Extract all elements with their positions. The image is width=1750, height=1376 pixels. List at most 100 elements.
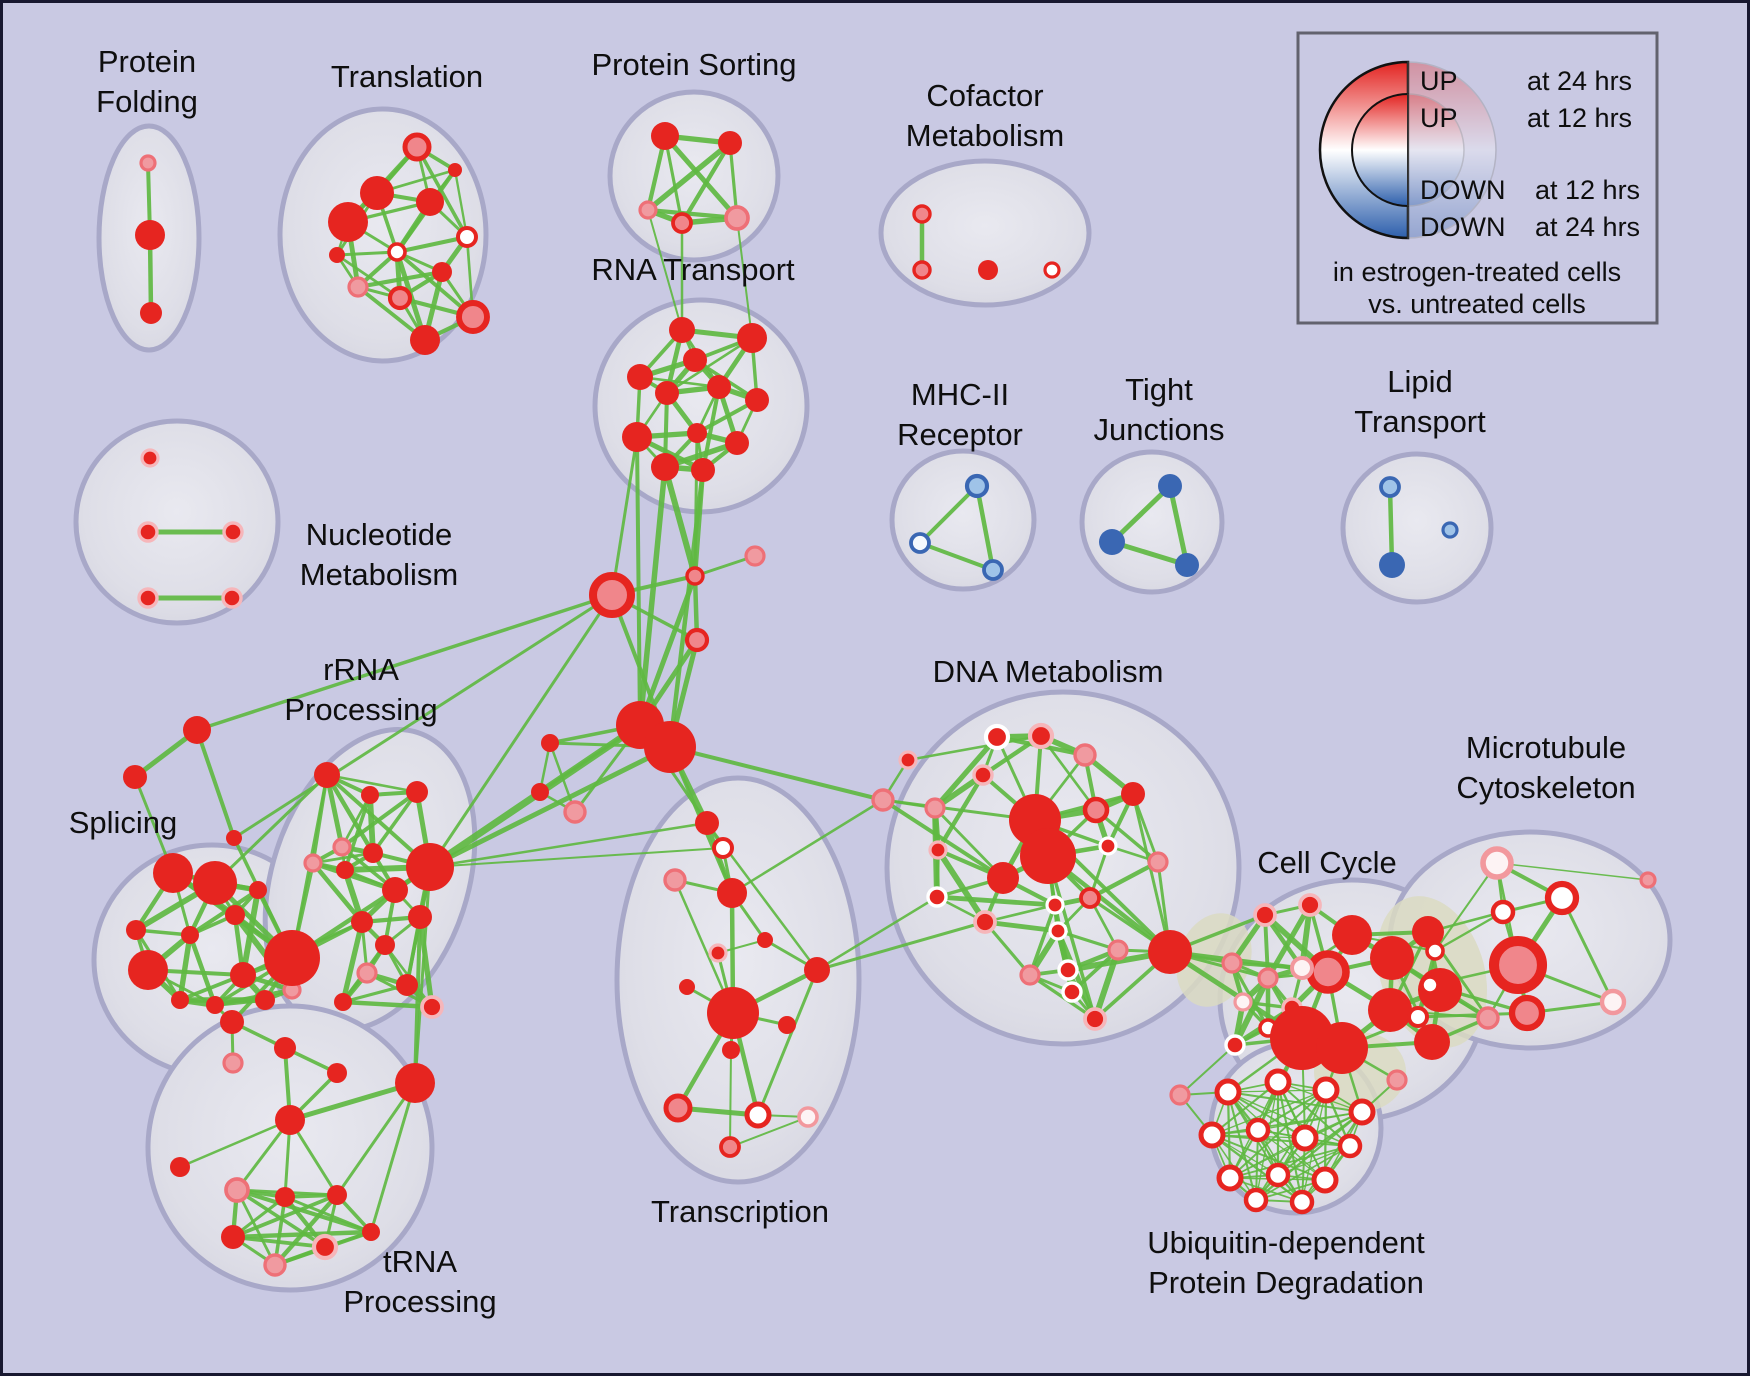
network-node[interactable]: [644, 721, 696, 773]
network-node[interactable]: [1098, 836, 1118, 856]
network-node[interactable]: [912, 204, 932, 224]
network-node[interactable]: [420, 995, 444, 1019]
network-node[interactable]: [964, 473, 990, 499]
network-node[interactable]: [1245, 1117, 1271, 1143]
network-node[interactable]: [139, 154, 157, 172]
network-node[interactable]: [137, 521, 159, 543]
network-node[interactable]: [1224, 1034, 1246, 1056]
network-node[interactable]: [1048, 921, 1068, 941]
network-node[interactable]: [717, 878, 747, 908]
network-node[interactable]: [1414, 1024, 1450, 1060]
network-node[interactable]: [928, 840, 948, 860]
network-node[interactable]: [332, 837, 352, 857]
network-node[interactable]: [683, 348, 707, 372]
network-node[interactable]: [973, 910, 997, 934]
network-node[interactable]: [1198, 1121, 1226, 1149]
network-node[interactable]: [128, 950, 168, 990]
network-node[interactable]: [912, 260, 932, 280]
network-node[interactable]: [336, 861, 354, 879]
network-node[interactable]: [982, 559, 1004, 581]
network-node[interactable]: [1379, 552, 1405, 578]
network-node[interactable]: [135, 220, 165, 250]
network-node[interactable]: [1083, 1007, 1107, 1031]
network-node[interactable]: [671, 212, 693, 234]
network-node[interactable]: [222, 1052, 244, 1074]
network-node[interactable]: [663, 868, 687, 892]
network-node[interactable]: [1079, 887, 1101, 909]
network-node[interactable]: [382, 877, 408, 903]
network-node[interactable]: [1233, 992, 1253, 1012]
network-node[interactable]: [725, 431, 749, 455]
network-node[interactable]: [448, 163, 462, 177]
network-node[interactable]: [255, 990, 275, 1010]
network-node[interactable]: [1019, 964, 1041, 986]
network-node[interactable]: [362, 1223, 380, 1241]
network-node[interactable]: [123, 765, 147, 789]
network-node[interactable]: [327, 1185, 347, 1205]
network-node[interactable]: [924, 797, 946, 819]
network-node[interactable]: [691, 458, 715, 482]
network-node[interactable]: [719, 1136, 741, 1158]
network-node[interactable]: [249, 881, 267, 899]
network-node[interactable]: [328, 202, 368, 242]
network-node[interactable]: [363, 843, 383, 863]
network-node[interactable]: [1425, 941, 1445, 961]
network-node[interactable]: [314, 762, 340, 788]
network-node[interactable]: [1257, 967, 1279, 989]
network-node[interactable]: [140, 302, 162, 324]
network-node[interactable]: [1027, 722, 1055, 750]
network-node[interactable]: [1508, 994, 1546, 1032]
network-node[interactable]: [898, 750, 918, 770]
network-node[interactable]: [1337, 1133, 1363, 1159]
network-node[interactable]: [1175, 553, 1199, 577]
network-node[interactable]: [669, 317, 695, 343]
network-node[interactable]: [408, 905, 432, 929]
network-node[interactable]: [206, 996, 224, 1014]
network-node[interactable]: [679, 979, 695, 995]
network-node[interactable]: [685, 566, 705, 586]
network-node[interactable]: [1298, 893, 1322, 917]
network-node[interactable]: [737, 323, 767, 353]
network-node[interactable]: [193, 861, 237, 905]
network-node[interactable]: [327, 1063, 347, 1083]
network-node[interactable]: [1412, 916, 1444, 948]
network-node[interactable]: [684, 627, 710, 653]
network-node[interactable]: [712, 837, 734, 859]
network-node[interactable]: [1490, 899, 1516, 925]
network-node[interactable]: [181, 926, 199, 944]
network-node[interactable]: [230, 962, 256, 988]
network-node[interactable]: [1291, 1124, 1319, 1152]
network-node[interactable]: [638, 200, 658, 220]
network-node[interactable]: [395, 1063, 435, 1103]
network-node[interactable]: [983, 723, 1011, 751]
network-node[interactable]: [1121, 782, 1145, 806]
network-node[interactable]: [1290, 956, 1314, 980]
network-node[interactable]: [351, 911, 373, 933]
network-node[interactable]: [1441, 521, 1459, 539]
network-node[interactable]: [687, 423, 707, 443]
network-node[interactable]: [1158, 474, 1182, 498]
network-node[interactable]: [1221, 952, 1243, 974]
network-node[interactable]: [695, 811, 719, 835]
network-node[interactable]: [744, 1101, 772, 1129]
network-node[interactable]: [987, 862, 1019, 894]
network-node[interactable]: [153, 853, 193, 893]
network-node[interactable]: [627, 364, 653, 390]
network-node[interactable]: [416, 188, 444, 216]
network-node[interactable]: [1020, 828, 1076, 884]
network-node[interactable]: [1599, 988, 1627, 1016]
network-node[interactable]: [126, 920, 146, 940]
network-node[interactable]: [744, 545, 766, 567]
network-node[interactable]: [1264, 1068, 1292, 1096]
network-node[interactable]: [622, 422, 652, 452]
network-node[interactable]: [541, 734, 559, 752]
network-node[interactable]: [171, 991, 189, 1009]
network-node[interactable]: [745, 388, 769, 412]
network-node[interactable]: [387, 285, 413, 311]
network-node[interactable]: [1306, 950, 1350, 994]
network-node[interactable]: [1214, 1078, 1242, 1106]
network-node[interactable]: [1045, 895, 1065, 915]
network-node[interactable]: [1107, 939, 1129, 961]
network-node[interactable]: [1253, 903, 1277, 927]
network-node[interactable]: [978, 260, 998, 280]
